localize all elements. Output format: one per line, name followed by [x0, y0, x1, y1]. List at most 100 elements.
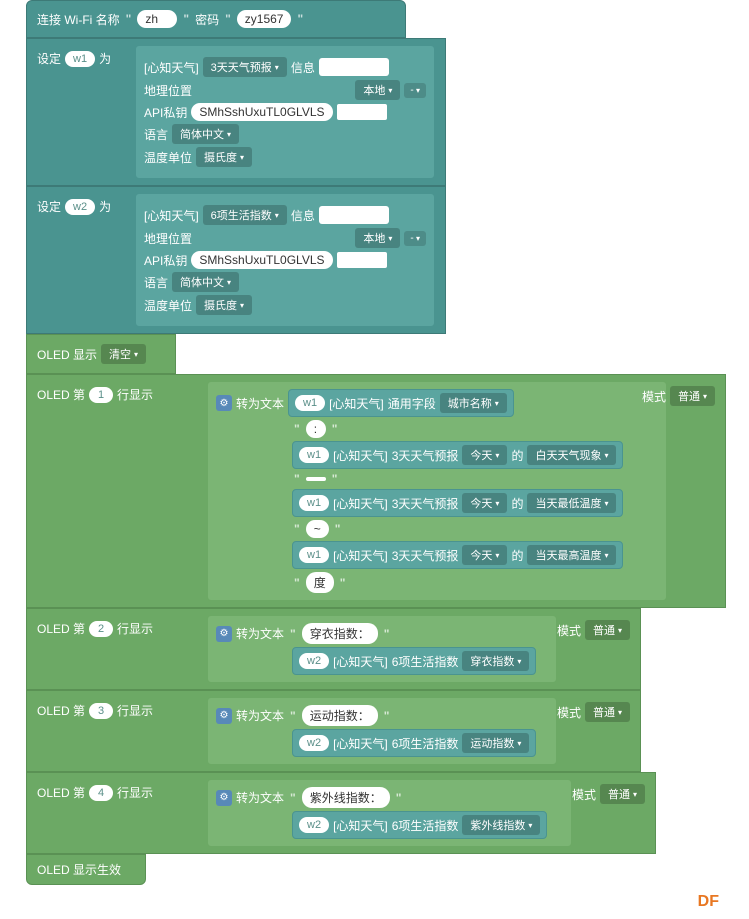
sep-input[interactable]	[306, 477, 326, 481]
var-ref[interactable]: w1	[295, 395, 325, 411]
var-ref[interactable]: w2	[299, 735, 329, 751]
mode-label: 模式	[572, 786, 596, 803]
mode-label: 模式	[557, 622, 581, 639]
convert-text-block[interactable]: ⚙ 转为文本 " 运动指数： " w2 [心知天气] 6项生活指数 运动指数	[207, 697, 557, 765]
oled-display-clear[interactable]: OLED 显示 清空	[26, 334, 176, 374]
api-key-input[interactable]: SMhSshUxuTL0GLVLS	[191, 103, 332, 121]
line-num-input[interactable]: 3	[89, 703, 113, 719]
oled-display-label: OLED 显示	[37, 346, 97, 363]
lang-dropdown[interactable]: 简体中文	[172, 272, 239, 292]
mode-dropdown[interactable]: 普通	[585, 620, 630, 640]
max-temp-dropdown[interactable]: 当天最高温度	[527, 545, 616, 565]
sport-idx-block[interactable]: w2 [心知天气] 6项生活指数 运动指数	[292, 729, 536, 757]
oled-line-label: OLED 第	[37, 620, 85, 637]
convert-text-block[interactable]: ⚙ 转为文本 " 穿衣指数： " w2 [心知天气] 6项生活指数 穿衣指数	[207, 615, 557, 683]
label-input[interactable]: 紫外线指数：	[302, 787, 390, 808]
mode-dropdown[interactable]: 普通	[585, 702, 630, 722]
info-input[interactable]	[319, 58, 389, 76]
set-to: 为	[99, 50, 111, 67]
tilde-input[interactable]: ~	[306, 520, 329, 538]
min-temp-dropdown[interactable]: 当天最低温度	[527, 493, 616, 513]
loc-sub-dropdown[interactable]: -	[404, 231, 426, 246]
wifi-connect-block[interactable]: 连接 Wi-Fi 名称 " zh " 密码 " zy1567 "	[26, 0, 406, 38]
api-extra-input[interactable]	[337, 104, 387, 120]
line-num-input[interactable]: 2	[89, 621, 113, 637]
var-ref[interactable]: w1	[299, 547, 329, 563]
label-input[interactable]: 运动指数：	[302, 705, 378, 726]
day-weather-block[interactable]: w1 [心知天气] 3天天气预报 今天 的 白天天气现象	[292, 441, 623, 469]
idx-dropdown[interactable]: 穿衣指数	[462, 651, 529, 671]
mode-dropdown[interactable]: 普通	[600, 784, 645, 804]
label-input[interactable]: 穿衣指数：	[302, 623, 378, 644]
line-num-input[interactable]: 4	[89, 785, 113, 801]
lang-label: 语言	[144, 126, 168, 143]
set-w1-block[interactable]: 设定 w1 为 [心知天气] 3天天气预报 信息 地理位置 本地 - API私钥…	[26, 38, 446, 186]
gear-icon[interactable]: ⚙	[216, 708, 232, 724]
api-extra-input[interactable]	[337, 252, 387, 268]
clothing-idx-block[interactable]: w2 [心知天气] 6项生活指数 穿衣指数	[292, 647, 536, 675]
var-w1[interactable]: w1	[65, 51, 95, 67]
wifi-ssid-input[interactable]: zh	[137, 10, 177, 28]
loc-dropdown[interactable]: 本地	[355, 228, 400, 248]
oled-line4-block[interactable]: OLED 第 4 行显示 模式 普通 ⚙ 转为文本 " 紫外线指数： " w2 …	[26, 772, 656, 854]
degree-input[interactable]: 度	[306, 572, 334, 593]
var-ref[interactable]: w2	[299, 653, 329, 669]
oled-line-suffix: 行显示	[117, 784, 153, 801]
info-input[interactable]	[319, 206, 389, 224]
loc-label: 地理位置	[144, 82, 192, 99]
wifi-label: 连接 Wi-Fi 名称	[37, 11, 120, 28]
oled-line1-block[interactable]: OLED 第 1 行显示 模式 普通 ⚙ 转为文本 w1 [心知天气] 通用字段…	[26, 374, 726, 608]
set-w2-block[interactable]: 设定 w2 为 [心知天气] 6项生活指数 信息 地理位置 本地 - API私钥…	[26, 186, 446, 334]
api-key-input[interactable]: SMhSshUxuTL0GLVLS	[191, 251, 332, 269]
today-dropdown[interactable]: 今天	[462, 493, 507, 513]
max-temp-block[interactable]: w1 [心知天气] 3天天气预报 今天 的 当天最高温度	[292, 541, 623, 569]
gear-icon[interactable]: ⚙	[216, 790, 232, 806]
weather-type2-dropdown[interactable]: 6项生活指数	[203, 205, 287, 225]
temp-label: 温度单位	[144, 297, 192, 314]
var-w2[interactable]: w2	[65, 199, 95, 215]
line-num-input[interactable]: 1	[89, 387, 113, 403]
oled-apply-block[interactable]: OLED 显示生效	[26, 854, 146, 885]
field-city-block[interactable]: w1 [心知天气] 通用字段 城市名称	[288, 389, 514, 417]
oled-line3-block[interactable]: OLED 第 3 行显示 模式 普通 ⚙ 转为文本 " 运动指数： " w2 […	[26, 690, 641, 772]
loc-sub-dropdown[interactable]: -	[404, 83, 426, 98]
colon-input[interactable]: :	[306, 420, 326, 438]
uv-idx-block[interactable]: w2 [心知天气] 6项生活指数 紫外线指数	[292, 811, 547, 839]
temp-unit-dropdown[interactable]: 摄氏度	[196, 295, 252, 315]
oled-clear-dropdown[interactable]: 清空	[101, 344, 146, 364]
wifi-pwd-input[interactable]: zy1567	[237, 10, 292, 28]
today-dropdown[interactable]: 今天	[462, 445, 507, 465]
convert-label: 转为文本	[236, 789, 284, 806]
mode-dropdown[interactable]: 普通	[670, 386, 715, 406]
set-label: 设定	[37, 50, 61, 67]
api-label: API私钥	[144, 104, 187, 121]
convert-text-block[interactable]: ⚙ 转为文本 " 紫外线指数： " w2 [心知天气] 6项生活指数 紫外线指数	[207, 779, 572, 847]
convert-text-block[interactable]: ⚙ 转为文本 w1 [心知天气] 通用字段 城市名称 " : " w1 [心知天…	[207, 381, 667, 601]
lang-label: 语言	[144, 274, 168, 291]
idx-dropdown[interactable]: 紫外线指数	[462, 815, 540, 835]
gear-icon[interactable]: ⚙	[216, 395, 232, 411]
temp-label: 温度单位	[144, 149, 192, 166]
weather-brand: [心知天气]	[144, 207, 199, 224]
lang-dropdown[interactable]: 简体中文	[172, 124, 239, 144]
api-label: API私钥	[144, 252, 187, 269]
city-field-dropdown[interactable]: 城市名称	[440, 393, 507, 413]
weather-w2-config[interactable]: [心知天气] 6项生活指数 信息 地理位置 本地 - API私钥 SMhSshU…	[135, 193, 435, 327]
weather-type-dropdown[interactable]: 3天天气预报	[203, 57, 287, 77]
weather-w1-config[interactable]: [心知天气] 3天天气预报 信息 地理位置 本地 - API私钥 SMhSshU…	[135, 45, 435, 179]
var-ref[interactable]: w2	[299, 817, 329, 833]
min-temp-block[interactable]: w1 [心知天气] 3天天气预报 今天 的 当天最低温度	[292, 489, 623, 517]
var-ref[interactable]: w1	[299, 495, 329, 511]
gear-icon[interactable]: ⚙	[216, 626, 232, 642]
today-dropdown[interactable]: 今天	[462, 545, 507, 565]
loc-dropdown[interactable]: 本地	[355, 80, 400, 100]
oled-line2-block[interactable]: OLED 第 2 行显示 模式 普通 ⚙ 转为文本 " 穿衣指数： " w2 […	[26, 608, 641, 690]
mode-label: 模式	[557, 704, 581, 721]
info-label: 信息	[291, 59, 315, 76]
var-ref[interactable]: w1	[299, 447, 329, 463]
temp-unit-dropdown[interactable]: 摄氏度	[196, 147, 252, 167]
idx-dropdown[interactable]: 运动指数	[462, 733, 529, 753]
day-weather-dropdown[interactable]: 白天天气现象	[527, 445, 616, 465]
oled-apply-label: OLED 显示生效	[37, 863, 121, 877]
loc-label: 地理位置	[144, 230, 192, 247]
